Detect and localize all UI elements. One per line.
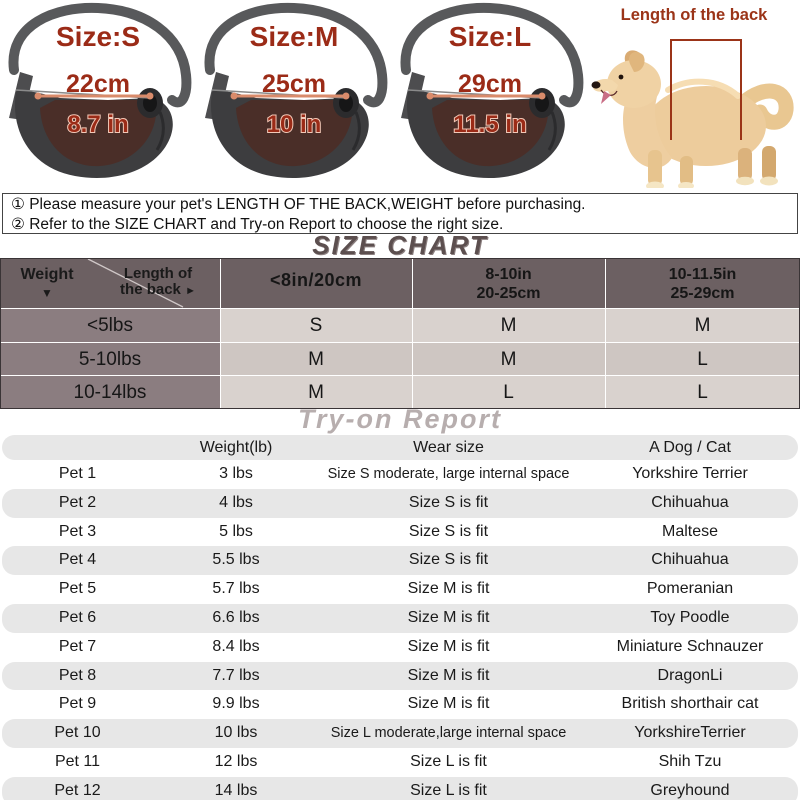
svg-text:Size:L: Size:L [449, 21, 531, 52]
svg-text:10 in: 10 in [267, 111, 322, 138]
svg-text:Size:S: Size:S [56, 21, 140, 52]
svg-text:11.5 in: 11.5 in [453, 111, 526, 138]
svg-text:Size:M: Size:M [250, 21, 339, 52]
svg-text:25cm: 25cm [262, 70, 326, 98]
svg-text:22cm: 22cm [66, 70, 130, 98]
svg-text:29cm: 29cm [458, 70, 522, 98]
svg-text:8.7 in: 8.7 in [67, 111, 128, 138]
